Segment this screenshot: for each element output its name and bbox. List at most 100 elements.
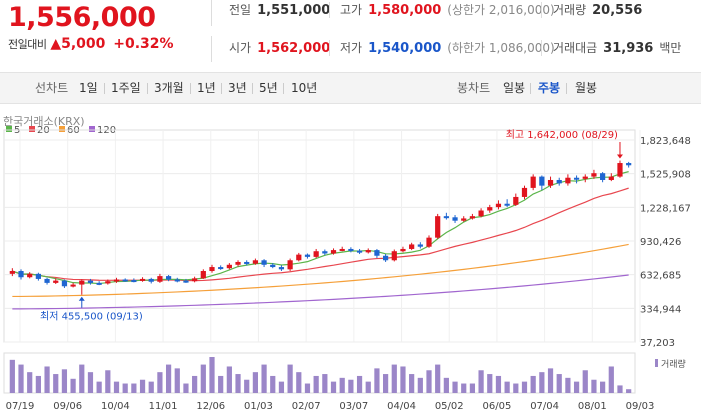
volume-bar: [44, 366, 50, 393]
volume-bar: [556, 374, 562, 393]
x-tick-label: 12/06: [196, 401, 225, 412]
volume-bar: [600, 381, 606, 393]
volume-bar: [226, 366, 232, 393]
candle-body: [565, 177, 571, 184]
y-tick-label: 632,685: [640, 271, 681, 282]
volume-bar: [504, 381, 510, 393]
candle-body: [122, 279, 128, 282]
ma20-line: [12, 187, 629, 282]
x-tick-label: 03/07: [339, 401, 368, 412]
volume-bar: [105, 370, 111, 393]
divider: [252, 83, 253, 94]
tab-weekly[interactable]: 주봉: [538, 81, 561, 95]
tab-1day[interactable]: 1일: [79, 81, 98, 95]
candle-body: [626, 163, 632, 166]
volume-bars: 거래량: [3, 352, 686, 394]
tab-1year[interactable]: 1년: [197, 81, 216, 95]
volume-legend-swatch: [655, 359, 658, 367]
candle-body: [226, 264, 232, 269]
volume-bar: [235, 374, 241, 393]
divider: [283, 83, 284, 94]
line-chart-header: 선차트: [35, 81, 69, 95]
divider: [221, 83, 222, 94]
y-tick-label: 930,426: [640, 237, 681, 248]
volume: 거래량 20,556: [553, 3, 643, 18]
candle-body: [139, 278, 146, 281]
candle-body: [200, 271, 206, 279]
y-axis: 1,823,648 1,525,908 1,228,167 930,426 632,68…: [640, 136, 691, 349]
diff-value: 5,000: [61, 36, 106, 52]
volume-bar: [322, 374, 328, 393]
divider: [190, 83, 191, 94]
candle-body: [556, 179, 562, 184]
trade-amount: 거래대금 31,936 백만: [553, 41, 682, 56]
high-annotation: 최고 1,642,000 (08/29): [506, 129, 618, 141]
volume-bar: [469, 383, 476, 393]
price-change: 전일대비 ▲5,000 +0.32%: [8, 36, 174, 52]
candle-body: [435, 216, 441, 238]
ma5-line: [12, 171, 629, 285]
candle-body: [495, 203, 502, 208]
tab-5year[interactable]: 5년: [259, 81, 278, 95]
volume-bar: [348, 379, 354, 393]
candle-body: [322, 251, 328, 254]
candle-body: [426, 237, 432, 247]
y-tick-label: 334,944: [640, 304, 681, 315]
volume-bar: [139, 379, 146, 393]
chart-grid: [3, 129, 641, 343]
volume-bar: [287, 364, 293, 393]
tab-3month[interactable]: 3개월: [154, 81, 184, 95]
volume-bar: [530, 375, 536, 393]
volume-bar: [356, 375, 363, 393]
candle-body: [53, 280, 59, 283]
volume-bar: [113, 381, 120, 393]
candle-body: [183, 280, 189, 283]
volume-bar: [374, 368, 380, 393]
volume-bar: [339, 377, 345, 393]
x-tick-label: 07/04: [530, 401, 559, 412]
candles: [9, 160, 632, 295]
x-tick-label: 09/06: [53, 401, 82, 412]
legend-swatch-ma120: [89, 126, 95, 132]
moving-averages: [12, 171, 629, 310]
candle-body: [209, 267, 215, 272]
volume-bar: [487, 374, 493, 393]
volume-frame: [3, 352, 636, 394]
volume-bar: [87, 372, 94, 393]
candle-body: [487, 207, 493, 211]
tab-3year[interactable]: 3년: [228, 81, 247, 95]
tab-10year[interactable]: 10년: [291, 81, 318, 95]
x-tick-label: 01/03: [244, 401, 273, 412]
candle-body: [547, 179, 554, 186]
candle-body: [313, 251, 319, 257]
divider: [329, 40, 330, 56]
volume-bar: [461, 383, 467, 393]
candle-chart-header: 봉차트: [457, 81, 491, 95]
volume-bar: [443, 377, 449, 393]
candle-body: [44, 278, 50, 283]
volume-bar: [192, 375, 198, 393]
volume-bar: [330, 381, 337, 393]
candle-body: [192, 278, 198, 282]
low-annotation: 최저 455,500 (09/13): [40, 311, 143, 323]
candle-body: [252, 260, 258, 264]
candle-body: [105, 281, 111, 284]
candle-body: [383, 255, 389, 261]
volume-bar: [157, 372, 163, 393]
candle-body: [270, 264, 276, 268]
candle-body: [87, 280, 94, 283]
tab-daily[interactable]: 일봉: [503, 81, 526, 95]
volume-bar: [383, 374, 389, 393]
candle-body: [96, 282, 102, 285]
y-tick-label: 1,228,167: [640, 203, 691, 214]
tab-monthly[interactable]: 월봉: [575, 81, 598, 95]
volume-bar: [53, 374, 59, 393]
legend-swatch-ma20: [29, 126, 35, 132]
tab-1week[interactable]: 1주일: [111, 81, 141, 95]
x-tick-label: 09/03: [626, 401, 655, 412]
candle-body: [174, 279, 180, 282]
candle-body: [365, 250, 371, 253]
y-tick-label: 1,525,908: [640, 170, 691, 181]
volume-bar: [209, 357, 215, 393]
volume-bar: [261, 364, 267, 393]
